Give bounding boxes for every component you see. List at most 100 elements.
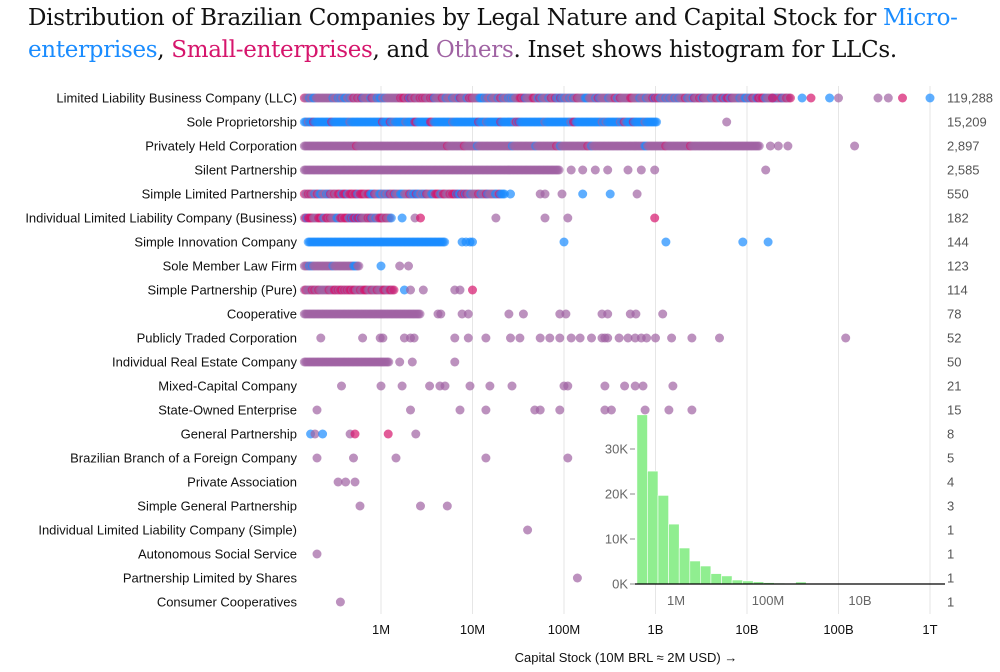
dot [715,333,724,343]
dot [350,477,360,487]
dot [391,453,401,463]
dot [873,93,883,103]
dot [395,261,405,271]
dot [587,333,596,343]
dot [481,453,491,463]
dot [335,597,345,607]
histogram-bar [678,547,691,585]
row-count: 21 [947,379,961,394]
x-tick-label: 10M [460,622,485,637]
row-count: 550 [947,187,969,202]
dot [578,165,588,175]
dot [566,165,576,175]
dot [631,309,641,319]
dot [667,333,677,343]
dot [416,501,425,511]
dot [555,405,565,415]
dot [397,213,407,223]
row-label: Sole Member Law Firm [163,259,297,274]
dot [761,165,771,175]
dot [350,429,360,439]
dot [376,261,386,271]
dot [640,405,650,415]
dot [554,165,564,175]
dot [883,93,893,103]
x-axis-label: Capital Stock (10M BRL ≈ 2M USD) → [515,650,738,665]
dot [376,381,386,391]
title-small-legend: Small-enterprises [171,37,373,63]
dot [925,93,935,103]
dot [650,165,660,175]
histogram-bar [710,573,722,585]
row-count: 15 [947,403,961,418]
row-count: 5 [947,451,954,466]
dot [623,165,633,175]
dot [333,477,343,487]
dot [773,141,783,151]
dot [603,333,613,343]
dot [416,213,425,223]
dot [442,501,452,511]
row-count: 123 [947,259,969,274]
dot [563,453,573,463]
dot [786,93,795,103]
dot [481,333,491,343]
row-count: 78 [947,307,961,322]
row-count: 1 [947,523,954,538]
dot [603,165,613,175]
dot [491,213,501,223]
dot [614,333,624,343]
dot [354,261,364,271]
dot [468,285,477,295]
dot [636,165,646,175]
histogram-bar [657,495,669,585]
dot [349,453,358,463]
dot [450,357,460,367]
dot [763,237,773,247]
dot [563,381,573,391]
row-label: General Partnership [181,427,297,442]
dot [404,261,413,271]
dot [563,213,573,223]
dot [341,477,351,487]
dot [841,333,851,343]
dot [384,357,394,367]
dot [337,381,346,391]
row-label: Limited Liability Business Company (LLC) [56,91,297,106]
title-text: Distribution of Brazilian Companies by L… [28,5,884,31]
dot [406,285,415,295]
dot [651,333,660,343]
histogram-bar [668,523,680,585]
x-tick-label: 1B [648,622,664,637]
dot [652,117,662,127]
dot [395,357,405,367]
dot [664,405,674,415]
dot [378,333,388,343]
row-label: Partnership Limited by Shares [123,571,298,586]
dot [386,213,396,223]
dot [561,309,571,319]
dot [310,429,320,439]
row-count: 2,897 [947,139,980,154]
dot [468,237,477,247]
dot [312,453,322,463]
dot [318,429,328,439]
dot [738,237,748,247]
dot [406,405,415,415]
dot [606,405,616,415]
dot [312,405,322,415]
dot [668,381,678,391]
row-label: Cooperative [227,307,297,322]
dot [578,189,588,199]
dot [535,405,545,415]
title-text: , [157,37,172,63]
dot [455,405,465,415]
dot [389,285,399,295]
row-label: Privately Held Corporation [145,139,297,154]
row-label: Autonomous Social Service [138,547,297,562]
row-count: 114 [947,283,968,298]
dot [687,405,697,415]
dot [415,309,425,319]
dot [605,189,615,199]
dot [407,357,417,367]
